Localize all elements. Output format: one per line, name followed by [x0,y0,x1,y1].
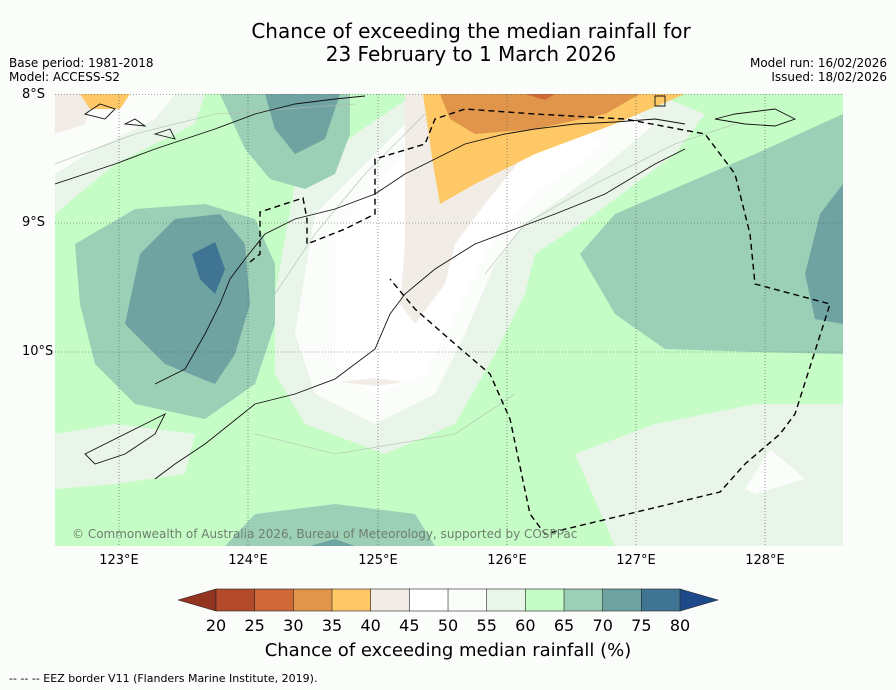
contour-75-80-west [192,242,225,294]
colorbar-tick-45: 45 [399,616,420,635]
contour-65-70-east [580,114,843,354]
lon-label-124e: 124°E [228,553,268,568]
colorbar-under-arrow [178,588,217,612]
colorbar-title: Chance of exceeding median rainfall (%) [264,640,632,661]
contour-70-75-east [805,184,843,324]
rainfall-map [55,94,843,546]
colorbar-tick-75: 75 [631,616,652,635]
colorbar-tick-80: 80 [669,616,691,635]
colorbar-tick-35: 35 [321,616,343,635]
contour-50-55-se [745,449,805,494]
contour-25-30-north [525,94,555,100]
lon-label-126e: 126°E [487,553,527,568]
coastline-wetar [714,108,797,127]
lon-label-128e: 128°E [745,553,785,568]
colorbar-cell-65-70 [563,588,604,612]
lon-label-123e: 123°E [99,553,139,568]
eez-border [249,108,831,535]
colorbar-cell-45-50 [409,588,449,612]
lat-label-10s: 10°S [22,344,54,359]
colorbar-tick-55: 55 [476,616,497,635]
contour-35-40-nw [80,94,130,109]
colorbar-cell-25-30 [254,588,294,612]
contour-55-60-sw [55,424,195,489]
model-run: Model run: 16/02/2026 [749,56,887,70]
colorbar-over-arrow [679,588,719,612]
map-title: Chance of exceeding the median rainfall … [0,20,896,66]
lon-label-125e: 125°E [358,553,398,568]
meta-left: Base period: 1981-2018 Model: ACCESS-S2 [9,56,154,84]
contour-line-c [484,123,736,275]
colorbar-tick-65: 65 [553,616,575,635]
coastline-timor [154,148,686,480]
coastline-islands-nw [83,103,176,140]
colorbar [178,588,719,612]
colorbar-cell-35-40 [331,588,372,612]
contour-70-75-south [310,539,355,546]
colorbar-cell-75-80 [641,588,681,612]
contour-line-d [254,393,516,455]
coastline-sumba [84,412,167,465]
colorbar-cell-55-60 [486,588,526,612]
colorbar-tick-70: 70 [592,616,613,635]
colorbar-tick-50: 50 [437,616,459,635]
issued-date: Issued: 18/02/2026 [771,70,887,84]
contour-line-a [55,103,356,165]
contour-65-70-south [225,504,435,546]
meta-right: Model run: 16/02/2026 Issued: 18/02/2026 [750,56,887,84]
contour-40-45-nw [55,94,95,134]
lat-label-9s: 9°S [22,215,46,230]
colorbar-cell-70-75 [602,588,642,612]
base-period: Base period: 1981-2018 [9,56,154,70]
coastline-flores [55,95,366,185]
colorbar-tick-25: 25 [244,616,265,635]
colorbar-tick-40: 40 [360,616,381,635]
colorbar-tick-20: 20 [205,616,227,635]
colorbar-cell-20-25 [215,588,256,612]
colorbar-cell-30-35 [293,588,333,612]
eez-footnote: -- -- -- EEZ border V11 (Flanders Marine… [9,672,318,685]
title-line-1: Chance of exceeding the median rainfall … [251,19,691,43]
colorbar-cell-60-65 [525,588,565,612]
colorbar-tick-60: 60 [515,616,536,635]
contour-45-50-central [335,124,605,394]
lat-label-8s: 8°S [22,87,46,102]
colorbar-cell-50-55 [447,588,488,612]
coastline-islet-ne [654,95,666,107]
colorbar-cell-40-45 [370,588,410,612]
model-name: Model: ACCESS-S2 [9,70,121,84]
contour-40-45-small [340,378,405,386]
contour-line-b [274,113,426,295]
copyright-notice: © Commonwealth of Australia 2026, Bureau… [72,527,578,541]
colorbar-tick-30: 30 [283,616,304,635]
lon-label-127e: 127°E [616,553,656,568]
title-line-2: 23 February to 1 March 2026 [325,42,617,66]
